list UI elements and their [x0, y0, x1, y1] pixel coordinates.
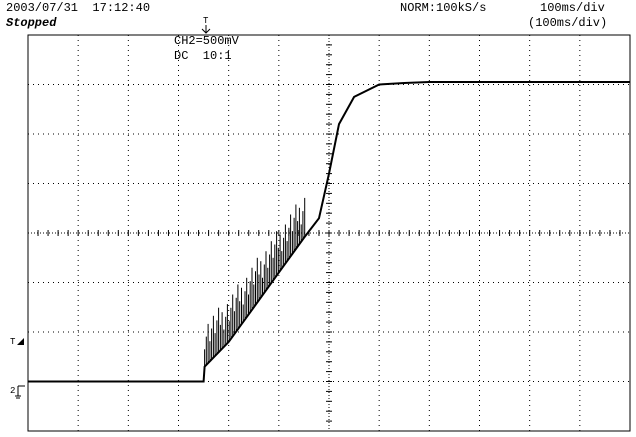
svg-text:T: T: [203, 16, 209, 26]
channel-coupling: DC 10:1: [174, 49, 232, 63]
datetime-readout: 2003/07/31 17:12:40: [6, 1, 151, 15]
graticule-grid: [27, 34, 631, 432]
timebase-readout: 100ms/div: [540, 1, 605, 15]
trigger-level-marker: T: [10, 337, 24, 347]
svg-text:2: 2: [10, 386, 15, 396]
signal-trace: [28, 81, 630, 383]
svg-text:T: T: [10, 337, 16, 347]
acquisition-rate: NORM:100kS/s: [400, 1, 487, 15]
channel-ground-marker: 2: [10, 385, 25, 399]
trigger-position-marker: T: [201, 16, 211, 34]
channel-scale: CH2=500mV: [174, 34, 239, 48]
timebase-zoom-readout: (100ms/div): [528, 16, 608, 30]
acquisition-status: Stopped: [6, 16, 57, 30]
trace-envelope: [28, 81, 630, 383]
